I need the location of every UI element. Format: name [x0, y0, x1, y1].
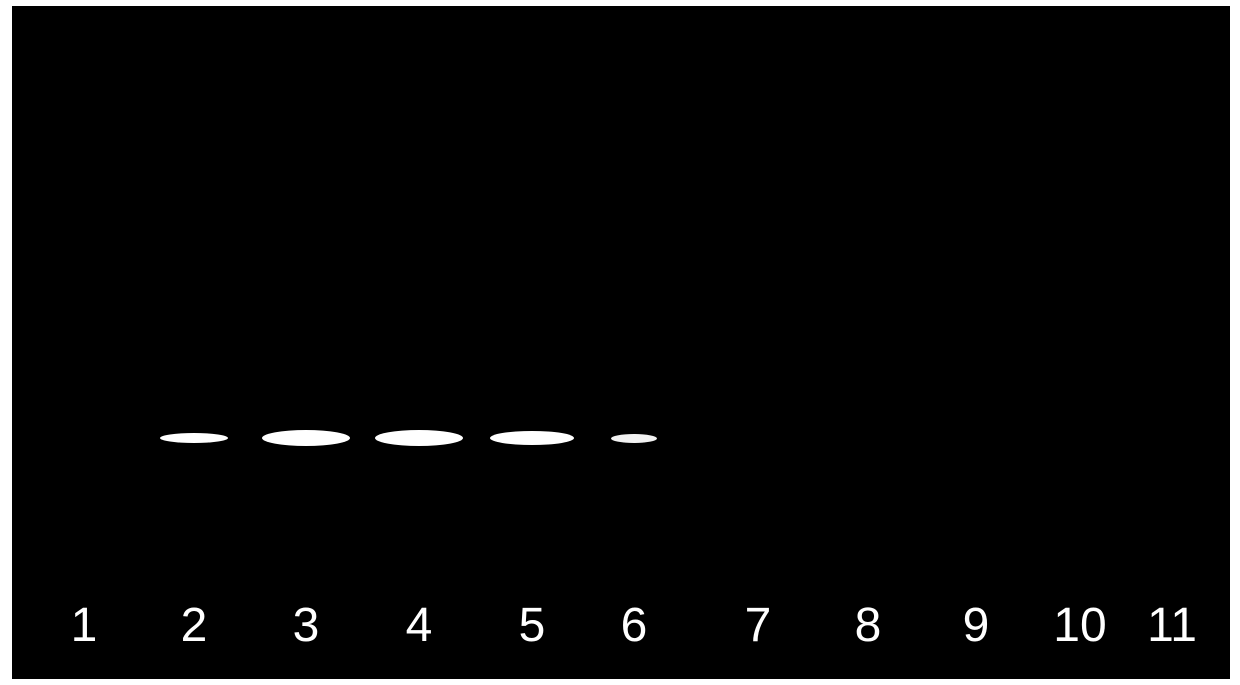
lane-label-8: 8 — [855, 598, 882, 653]
lane-label-6: 6 — [621, 598, 648, 653]
lane-label-7: 7 — [745, 598, 772, 653]
gel-band-lane-2 — [160, 433, 228, 443]
gel-band-lane-3 — [262, 430, 350, 446]
gel-band-lane-6 — [611, 434, 657, 443]
gel-band-lane-5 — [490, 431, 574, 445]
lane-label-5: 5 — [519, 598, 546, 653]
lane-label-1: 1 — [71, 598, 98, 653]
lane-label-9: 9 — [963, 598, 990, 653]
lane-label-4: 4 — [406, 598, 433, 653]
lane-label-3: 3 — [293, 598, 320, 653]
gel-band-lane-4 — [375, 430, 463, 446]
gel-image: 1 2 3 4 5 6 7 8 9 10 11 — [12, 6, 1230, 679]
lane-label-11: 11 — [1147, 598, 1197, 653]
lane-label-2: 2 — [181, 598, 208, 653]
lane-label-10: 10 — [1053, 598, 1106, 653]
